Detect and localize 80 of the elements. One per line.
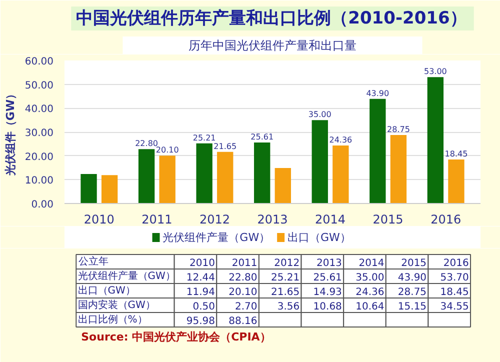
x-tick-label: 2013	[257, 212, 288, 226]
x-tick-label: 2014	[358, 258, 384, 269]
data-label: 25.61	[250, 132, 274, 142]
x-tick-label: 2015	[401, 258, 427, 269]
legend-label: 出口（GW）	[287, 231, 351, 244]
y-axis-title: 光伏组件（GW）	[4, 88, 17, 177]
data-label: 24.36	[356, 286, 384, 298]
chart-title: 中国光伏组件历年产量和出口比例（2010-2016）	[76, 8, 467, 28]
source-note: Source: 中国光伏产业协会（CPIA）	[81, 330, 271, 344]
bar	[274, 168, 291, 204]
y-tick-label: 30.00	[24, 128, 54, 139]
x-tick-label: 2011	[232, 258, 258, 269]
bar	[138, 149, 155, 204]
bar	[80, 174, 97, 204]
legend-label: 光伏组件产量（GW）	[162, 231, 270, 244]
y-tick-label: 40.00	[24, 104, 54, 116]
y-tick-label: 出口（GW）	[78, 284, 136, 296]
data-label: 18.45	[440, 286, 469, 298]
x-tick-label: 2012	[274, 258, 300, 269]
bar	[390, 134, 407, 204]
data-label: 28.75	[387, 124, 410, 134]
data-label: 25.21	[270, 272, 300, 284]
bar	[254, 142, 270, 204]
data-label: 34.55	[440, 301, 469, 312]
data-label: 14.93	[313, 286, 342, 298]
bar	[101, 175, 118, 204]
x-tick-label: 2014	[315, 212, 346, 226]
data-label: 21.65	[270, 286, 300, 298]
bar	[196, 143, 212, 204]
data-label: 22.80	[135, 139, 158, 148]
x-tick-label: 2010	[190, 258, 215, 269]
x-tick-label: 2016	[430, 212, 462, 226]
x-tick-label: 2012	[199, 212, 230, 226]
data-label: 0.50	[192, 301, 215, 312]
data-label: 10.64	[356, 301, 384, 312]
data-label: 25.61	[313, 272, 342, 284]
y-tick-label: 50.00	[24, 80, 54, 92]
data-label: 11.94	[186, 286, 215, 298]
y-tick-label: 60.00	[24, 56, 54, 68]
data-label: 2.70	[235, 301, 258, 312]
data-label: 53.70	[440, 272, 469, 284]
data-label: 35.00	[356, 272, 384, 284]
bar	[159, 156, 176, 204]
y-tick-label: 光伏组件产量（GW）	[78, 270, 176, 282]
data-label: 20.10	[156, 146, 179, 155]
bar	[448, 160, 464, 204]
y-tick-label: 10.00	[24, 176, 54, 187]
y-tick-label: 出口比例（%）	[78, 313, 148, 326]
x-tick-label: 2010	[84, 212, 114, 226]
data-label: 24.36	[329, 135, 352, 144]
data-label: 21.65	[214, 142, 237, 151]
data-label: 35.00	[308, 110, 332, 120]
x-tick-label: 2016	[443, 258, 469, 269]
data-label: 43.90	[398, 272, 427, 284]
data-label: 3.56	[277, 301, 300, 312]
x-axis-title: 公立年	[78, 255, 109, 268]
data-label: 28.75	[398, 286, 427, 298]
data-label: 53.00	[424, 67, 447, 76]
data-label: 10.68	[313, 301, 342, 312]
data-label: 20.10	[228, 286, 258, 298]
data-label: 95.98	[186, 316, 215, 327]
x-tick-label: 2011	[142, 212, 172, 226]
data-label: 43.90	[366, 88, 390, 98]
chart-subtitle: 历年中国光伏组件产量和出口量	[188, 38, 356, 52]
x-tick-label: 2013	[316, 258, 342, 269]
data-label: 88.16	[228, 316, 258, 327]
x-tick-label: 2015	[372, 212, 404, 226]
bar	[217, 152, 234, 204]
bar	[332, 145, 349, 204]
bar	[370, 98, 386, 204]
data-label: 12.44	[186, 272, 215, 284]
data-label: 22.80	[228, 272, 258, 284]
data-label: 18.45	[444, 150, 468, 159]
bar	[312, 120, 328, 204]
y-tick-label: 20.00	[24, 152, 54, 163]
data-label: 25.21	[192, 133, 216, 142]
y-tick-label: 国内安装（GW）	[78, 298, 156, 311]
data-label: 15.15	[398, 301, 427, 312]
bar	[427, 77, 444, 204]
y-tick-label: 0.00	[31, 200, 54, 210]
